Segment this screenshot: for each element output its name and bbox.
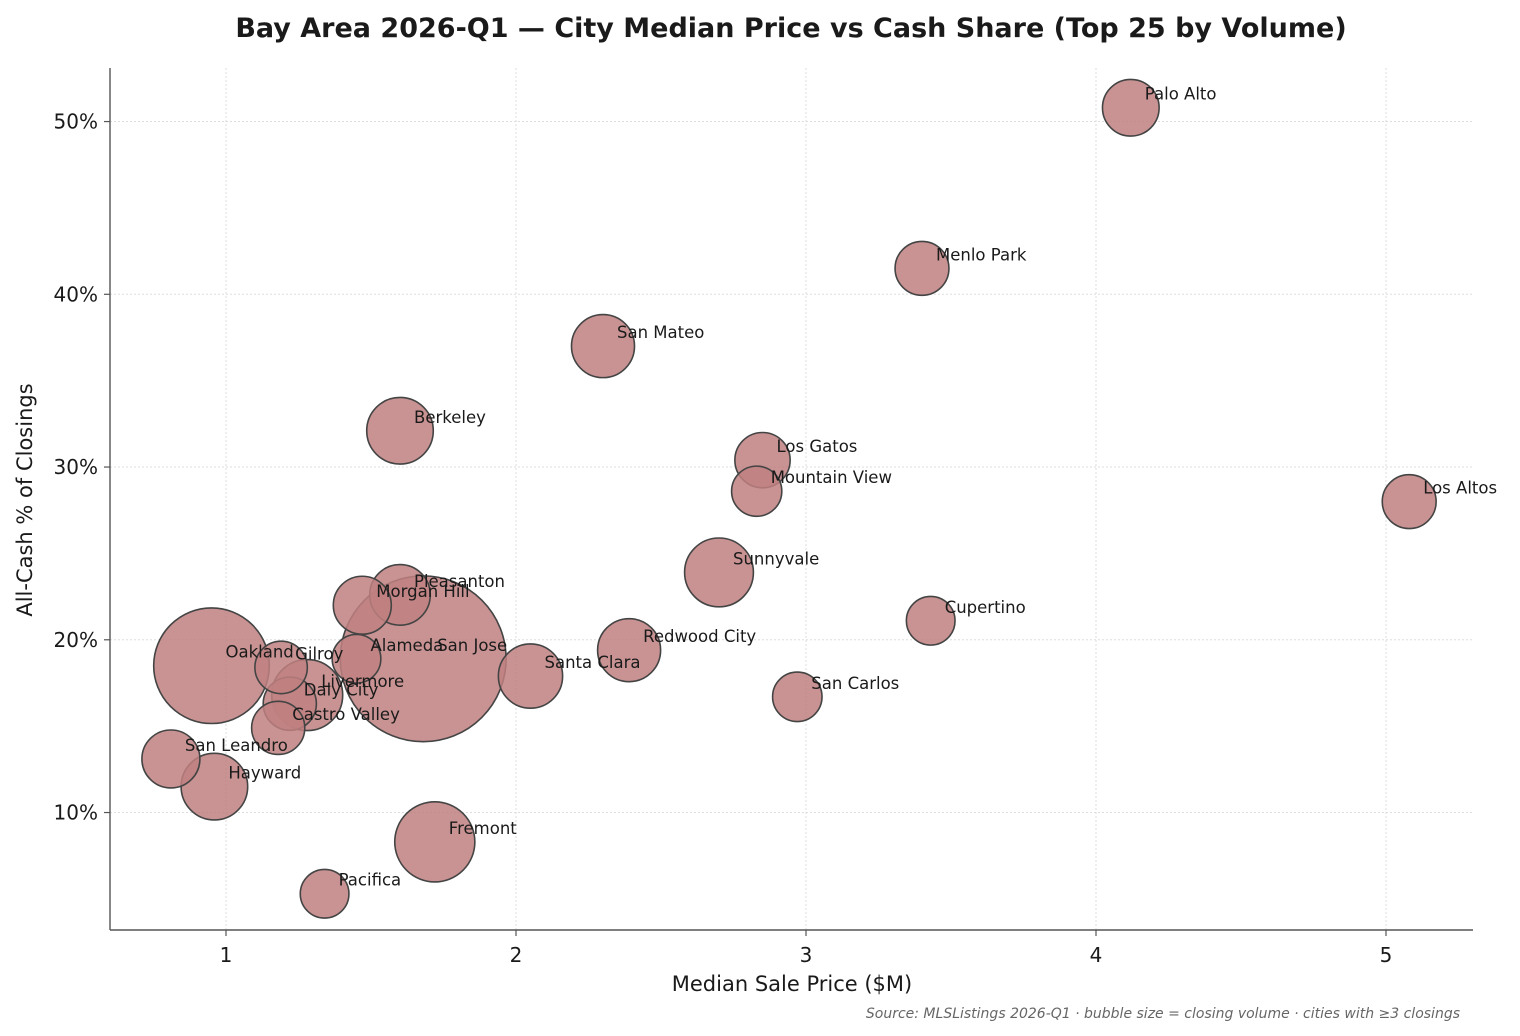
x-tick-label: 5: [1380, 943, 1393, 967]
point-label-menlo-park: Menlo Park: [936, 245, 1027, 264]
bubble-santa-clara: [497, 643, 564, 709]
point-label-los-gatos: Los Gatos: [777, 437, 858, 456]
bubble-san-carlos: [771, 671, 823, 723]
point-label-san-leandro: San Leandro: [185, 736, 288, 755]
point-label-oakland: Oakland: [226, 643, 294, 662]
bubble-berkeley: [365, 396, 435, 465]
point-label-hayward: Hayward: [228, 764, 301, 783]
bubble-oakland: [152, 607, 271, 725]
y-tick-label: 10%: [54, 801, 98, 825]
x-axis-label: Median Sale Price ($M): [672, 972, 912, 996]
source-note: Source: MLSListings 2026-Q1 · bubble siz…: [866, 1006, 1460, 1022]
bubble-redwood-city: [596, 617, 662, 683]
point-label-pleasanton: Pleasanton: [414, 572, 505, 591]
grid: [110, 68, 1473, 930]
bubble-san-leandro: [141, 729, 201, 789]
x-tick-label: 1: [220, 943, 233, 967]
y-axis-label: All-Cash % of Closings: [13, 383, 37, 616]
bubble-gilroy: [254, 640, 309, 695]
point-label-cupertino: Cupertino: [945, 598, 1026, 617]
y-tick-label: 40%: [54, 282, 98, 306]
bubble-sunnyvale: [683, 537, 755, 608]
bubble-san-mateo: [570, 313, 636, 379]
point-label-berkeley: Berkeley: [414, 408, 486, 427]
bubble-palo-alto: [1101, 78, 1160, 137]
point-label-palo-alto: Palo Alto: [1145, 85, 1217, 104]
bubble-cupertino: [905, 595, 956, 646]
bubbles: [141, 78, 1437, 919]
y-tick-label: 20%: [54, 628, 98, 652]
point-label-gilroy: Gilroy: [295, 644, 343, 663]
x-tick-label: 4: [1090, 943, 1103, 967]
bubble-castro-valley: [250, 700, 306, 756]
bubble-fremont: [393, 801, 476, 883]
x-tick-label: 3: [800, 943, 813, 967]
y-tick-label: 30%: [54, 455, 98, 479]
point-label-pacifica: Pacifica: [339, 871, 402, 890]
point-label-san-carlos: San Carlos: [811, 674, 899, 693]
bubble-los-altos: [1381, 473, 1437, 530]
x-tick-label: 2: [510, 943, 523, 967]
point-label-morgan-hill: Morgan Hill: [376, 582, 469, 601]
point-label-livermore: Livermore: [321, 672, 404, 691]
point-label-mountain-view: Mountain View: [771, 468, 892, 487]
bubble-alameda: [331, 633, 382, 684]
bubble-morgan-hill: [332, 575, 393, 636]
y-tick-label: 50%: [54, 110, 98, 134]
point-label-alameda: Alameda: [371, 636, 444, 655]
point-label-san-mateo: San Mateo: [617, 323, 704, 342]
point-label-san-jose: San Jose: [437, 636, 507, 655]
bubble-pacifica: [299, 868, 350, 919]
point-label-santa-clara: Santa Clara: [545, 653, 641, 672]
point-labels: Palo Alto Menlo Park San Mateo Berkeley Los …: [185, 85, 1497, 890]
point-label-fremont: Fremont: [449, 819, 517, 838]
point-label-daly-city: Daly City: [304, 681, 379, 700]
point-label-redwood-city: Redwood City: [643, 627, 756, 646]
bubble-menlo-park: [894, 240, 950, 297]
point-label-sunnyvale: Sunnyvale: [733, 549, 819, 568]
point-label-castro-valley: Castro Valley: [292, 705, 400, 724]
ticks: 1 2 3 4 5 10% 20% 30% 40% 50%: [54, 110, 1393, 967]
axes: [109, 68, 1473, 931]
bubble-mountain-view: [730, 465, 783, 518]
point-label-los-altos: Los Altos: [1423, 479, 1497, 498]
chart-title: Bay Area 2026-Q1 — City Median Price vs …: [235, 13, 1346, 44]
